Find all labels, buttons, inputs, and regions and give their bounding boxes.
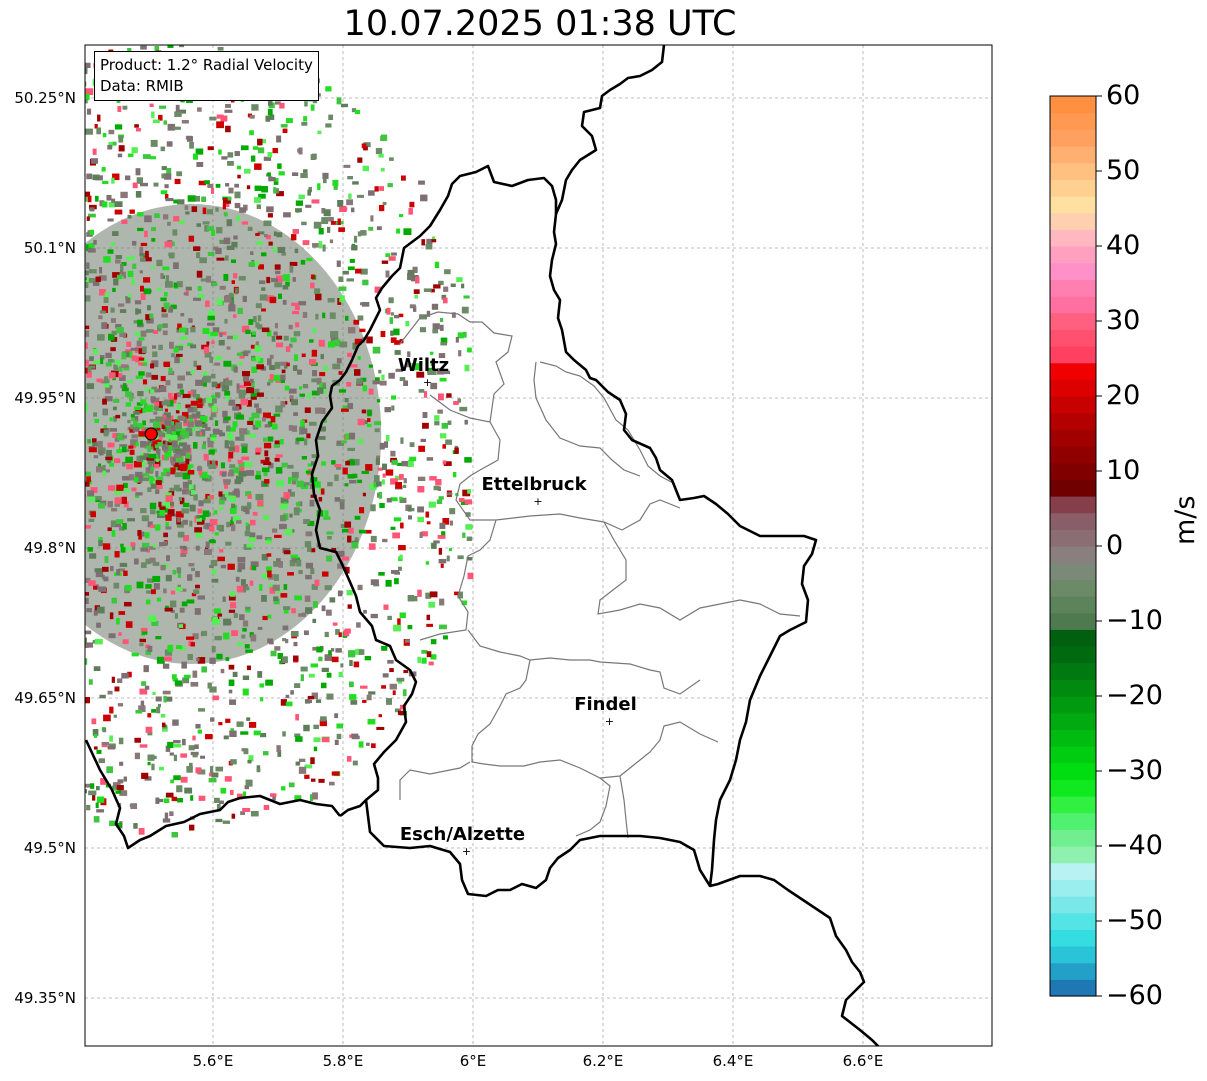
colorbar bbox=[1049, 95, 1102, 997]
colorbar-tick-label: −20 bbox=[1106, 680, 1163, 711]
svg-text:+: + bbox=[533, 495, 542, 508]
colorbar-tick-label: −30 bbox=[1106, 755, 1163, 786]
lat-tick-label: 49.35°N bbox=[14, 989, 76, 1007]
data-source-label: Data: RMIB bbox=[100, 77, 184, 95]
svg-text:Wiltz: Wiltz bbox=[398, 355, 449, 376]
lon-tick-label: 5.8°E bbox=[322, 1052, 364, 1070]
colorbar-tick-label: 40 bbox=[1106, 230, 1141, 261]
city-findel: +Findel bbox=[574, 694, 637, 728]
radar-site-marker bbox=[144, 427, 158, 441]
lat-tick-label: 50.25°N bbox=[14, 89, 76, 107]
radar-echoes bbox=[85, 45, 474, 838]
product-label: Product: 1.2° Radial Velocity bbox=[100, 56, 313, 74]
colorbar-tick-label: −10 bbox=[1106, 605, 1163, 636]
colorbar-tick-label: −60 bbox=[1106, 980, 1163, 1011]
city-markers: +Wiltz+Ettelbruck+Findel+Esch/Alzette bbox=[398, 355, 637, 858]
colorbar-tick-label: 0 bbox=[1106, 530, 1124, 561]
lat-tick-label: 49.5°N bbox=[23, 839, 76, 857]
lon-tick-label: 5.6°E bbox=[192, 1052, 234, 1070]
plot-frame bbox=[84, 44, 993, 1047]
colorbar-tick-label: 30 bbox=[1106, 305, 1141, 336]
canton-borders bbox=[398, 311, 801, 839]
colorbar-tick-label: −50 bbox=[1106, 905, 1163, 936]
svg-text:Ettelbruck: Ettelbruck bbox=[481, 474, 587, 495]
colorbar-tick-label: 10 bbox=[1106, 455, 1141, 486]
lon-tick-label: 6.2°E bbox=[582, 1052, 624, 1070]
svg-text:+: + bbox=[605, 715, 614, 728]
lat-tick-label: 50.1°N bbox=[23, 239, 76, 257]
lon-tick-label: 6.6°E bbox=[842, 1052, 884, 1070]
lat-tick-label: 49.95°N bbox=[14, 389, 76, 407]
map-title: 10.07.2025 01:38 UTC bbox=[343, 4, 737, 44]
lat-tick-label: 49.65°N bbox=[14, 689, 76, 707]
colorbar-tick-label: 20 bbox=[1106, 380, 1141, 411]
svg-text:Findel: Findel bbox=[574, 694, 637, 715]
svg-text:+: + bbox=[423, 376, 432, 389]
colorbar-tick-label: 50 bbox=[1106, 155, 1141, 186]
svg-text:Esch/Alzette: Esch/Alzette bbox=[400, 824, 525, 845]
lon-tick-label: 6.4°E bbox=[712, 1052, 754, 1070]
lat-tick-label: 49.8°N bbox=[23, 539, 76, 557]
city-esch-alzette: +Esch/Alzette bbox=[400, 824, 525, 858]
info-box: Product: 1.2° Radial Velocity Data: RMIB bbox=[94, 51, 319, 101]
city-wiltz: +Wiltz bbox=[398, 355, 449, 389]
lon-tick-label: 6°E bbox=[459, 1052, 487, 1070]
colorbar-tick-label: 60 bbox=[1106, 80, 1141, 111]
colorbar-unit: m/s bbox=[1170, 495, 1201, 545]
country-borders bbox=[85, 45, 880, 1046]
city-ettelbruck: +Ettelbruck bbox=[481, 474, 587, 508]
colorbar-tick-label: −40 bbox=[1106, 830, 1163, 861]
svg-text:+: + bbox=[462, 845, 471, 858]
